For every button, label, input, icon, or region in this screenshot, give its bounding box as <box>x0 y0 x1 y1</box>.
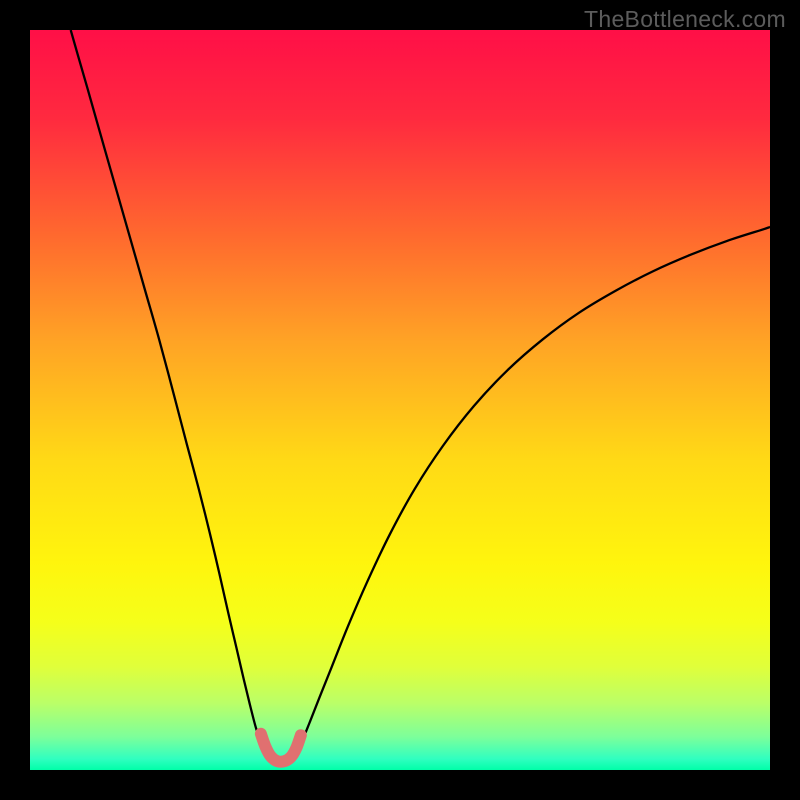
bottleneck-curve <box>30 30 770 770</box>
curve-highlight-trough <box>261 734 301 762</box>
plot-area <box>30 30 770 770</box>
curve-left-branch <box>71 30 265 749</box>
watermark-label: TheBottleneck.com <box>584 6 786 33</box>
curve-right-branch <box>298 227 770 749</box>
chart-container: TheBottleneck.com <box>0 0 800 800</box>
